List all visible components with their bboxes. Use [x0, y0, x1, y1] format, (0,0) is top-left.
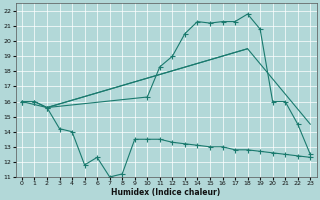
X-axis label: Humidex (Indice chaleur): Humidex (Indice chaleur) — [111, 188, 221, 197]
